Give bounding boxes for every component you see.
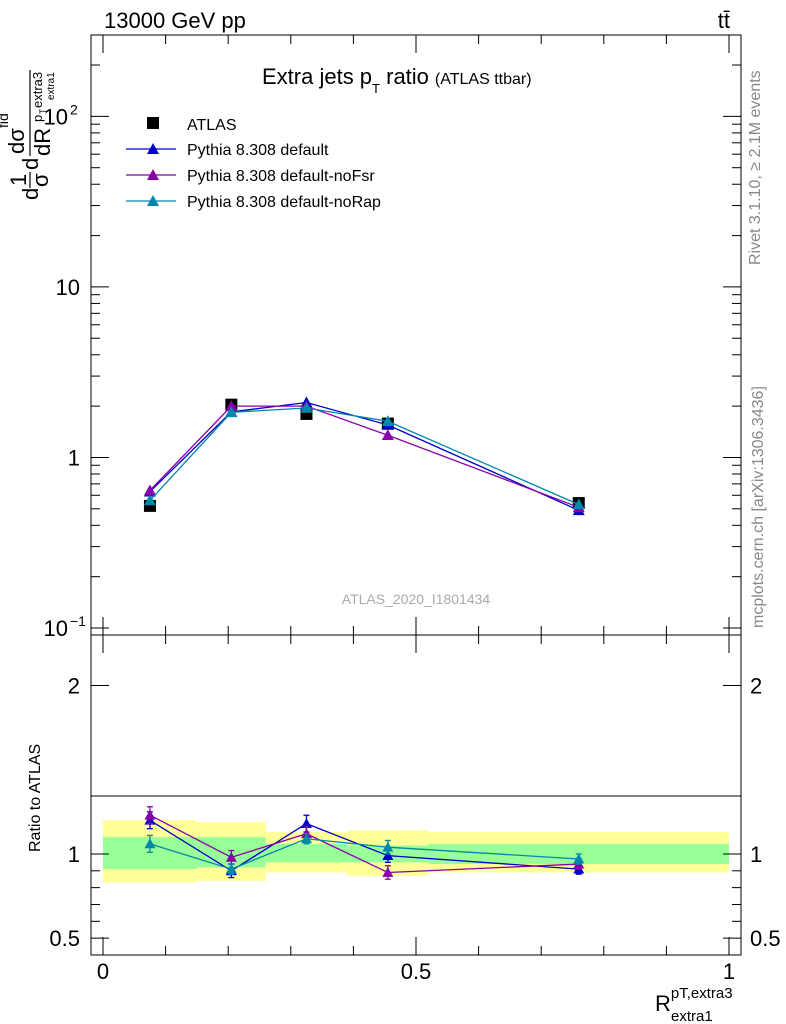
legend-label-nofsr: Pythia 8.308 default-noFsr — [187, 168, 375, 185]
legend-marker-atlas — [147, 117, 159, 129]
main-data-point — [381, 415, 394, 427]
ylabel-d: d — [18, 188, 43, 200]
main-series-group — [143, 396, 585, 516]
ratio-y-tick-label-right: 0.5 — [750, 926, 781, 951]
main-data-point — [300, 401, 313, 413]
main-series-line — [149, 401, 580, 511]
ratio-band-green — [265, 843, 348, 863]
main-y-tick-label: 10 — [44, 104, 68, 129]
main-y-tick-exponent: 2 — [70, 101, 78, 117]
ratio-data-point — [382, 850, 394, 861]
chart-title: Extra jets pT ratio (ATLAS ttbar) — [262, 64, 532, 96]
ratio-y-tick-label: 2 — [68, 674, 80, 699]
legend-label-atlas: ATLAS — [187, 117, 237, 134]
ratio-data-point — [300, 818, 312, 829]
ratio-data-point — [382, 841, 394, 852]
ylabel-one: 1 — [6, 174, 31, 186]
ratio-data-point — [300, 833, 312, 844]
ratio-data-point — [225, 851, 237, 862]
ylabel-sigma: σ — [28, 173, 53, 187]
legend-marker-nofsr — [147, 169, 159, 180]
ratio-y-tick-label: 0.5 — [49, 926, 80, 951]
main-y-tick-label: 10 — [56, 275, 80, 300]
main-data-point — [225, 406, 238, 418]
main-data-point — [143, 494, 156, 506]
legend-label-norap: Pythia 8.308 default-noRap — [187, 194, 381, 211]
main-series-line — [149, 407, 580, 506]
mcplots-credit-label: mcplots.cern.ch [arXiv:1306.3436] — [750, 386, 767, 628]
main-y-tick-exponent: −1 — [70, 613, 86, 629]
ratio-series-group — [144, 806, 585, 880]
x-tick-label: 1 — [723, 959, 735, 984]
ylabel-d2: d — [18, 158, 43, 170]
ylabel-dR: dR — [30, 128, 55, 156]
main-series-line — [149, 405, 579, 508]
ratio-data-point — [573, 853, 585, 864]
ratio-axis-ticks: 0.5 0.5 1 1 2 2 0 0.5 1 — [49, 635, 781, 984]
ylabel-fid: fid — [0, 113, 11, 128]
legend: ATLAS Pythia 8.308 default Pythia 8.308 … — [126, 117, 381, 211]
x-tick-label: 0 — [97, 959, 109, 984]
x-axis-label: RpT,extra3 — [655, 985, 733, 1016]
ratio-plot-frame — [90, 634, 742, 956]
main-y-axis-label: d 1 σ d dσ fid dR p T extra3 extra1 — [0, 70, 57, 200]
ratio-panel: 0.5 0.5 1 1 2 2 0 0.5 1 Ratio to ATLAS RpT,extra… — [27, 634, 781, 1024]
ylabel-T: T — [38, 108, 48, 114]
ratio-y-tick-label: 1 — [68, 842, 80, 867]
collision-label: 13000 GeV pp — [104, 8, 246, 33]
main-data-point — [572, 498, 585, 510]
main-data-point — [143, 484, 156, 496]
x-axis-label-sub: extra1 — [671, 1008, 713, 1024]
main-y-tick-label: 1 — [68, 445, 80, 470]
legend-label-default: Pythia 8.308 default — [187, 142, 329, 159]
ratio-data-point — [144, 809, 156, 820]
legend-marker-norap — [147, 195, 159, 206]
ratio-data-point — [144, 838, 156, 849]
ylabel-extra3: extra3 — [30, 72, 45, 108]
ratio-uncertainty-bands — [103, 820, 729, 883]
ylabel-extra1: extra1 — [46, 72, 57, 100]
ratio-data-point — [225, 863, 237, 874]
ratio-y-tick-label-right: 1 — [750, 842, 762, 867]
ylabel-dsigma: dσ — [4, 128, 29, 154]
ratio-y-tick-label-right: 2 — [750, 674, 762, 699]
analysis-id-watermark: ATLAS_2020_I1801434 — [342, 591, 491, 607]
ratio-y-axis-label: Ratio to ATLAS — [27, 744, 44, 852]
ratio-data-point — [382, 866, 394, 877]
legend-marker-default — [147, 143, 159, 154]
main-data-point — [381, 429, 394, 441]
ylabel-p: p — [30, 115, 45, 122]
main-data-point — [225, 400, 238, 411]
process-label: tt̄ — [718, 8, 730, 33]
x-tick-label: 0.5 — [401, 959, 432, 984]
rivet-version-label: Rivet 3.1.10, ≥ 2.1M events — [747, 70, 764, 265]
main-y-tick-label: 10 — [44, 616, 68, 641]
